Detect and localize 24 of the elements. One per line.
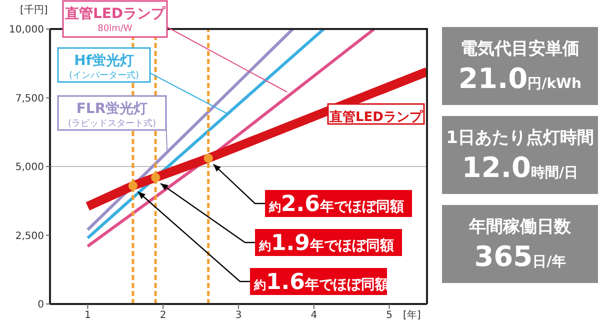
annotation: 約2.6年でほぼ同額 [268,192,404,217]
point [151,172,160,182]
y-axis-title: [千円] [20,4,48,16]
text: Hf蛍光灯 (インバーター式) [68,53,140,81]
x-tick-label: 4 [310,310,318,322]
text: 電気代目安単価 21.0円/kWh [458,38,582,95]
x-tick-label: 3 [235,310,242,322]
point [128,181,138,190]
x-axis-title: [年] [403,309,421,321]
text: 直管LEDランプ 80lm/W [64,5,166,34]
series-label: FLR蛍光灯 (ラピッドスタート式) [68,101,156,129]
x-tick-label: 1 [84,310,91,322]
text: 年間稼働日数 365日/年 [468,216,572,273]
x-tick-label: 2 [160,310,166,322]
y-tick-label: 5,000 [15,162,44,174]
point [204,154,213,163]
series-label: 直管LEDランプ [328,109,424,125]
y-tick-label: 0 [38,300,44,311]
x-tick-label: 5 [386,310,392,322]
text: 1日あたり点灯時間 12.0時間/日 [445,127,595,184]
y-tick-label: 7,500 [15,93,44,104]
annotation: 約1.9年でほぼ同額 [258,231,394,256]
y-tick-label: 2,500 [15,230,44,242]
y-tick-label: 10,000 [9,24,44,36]
